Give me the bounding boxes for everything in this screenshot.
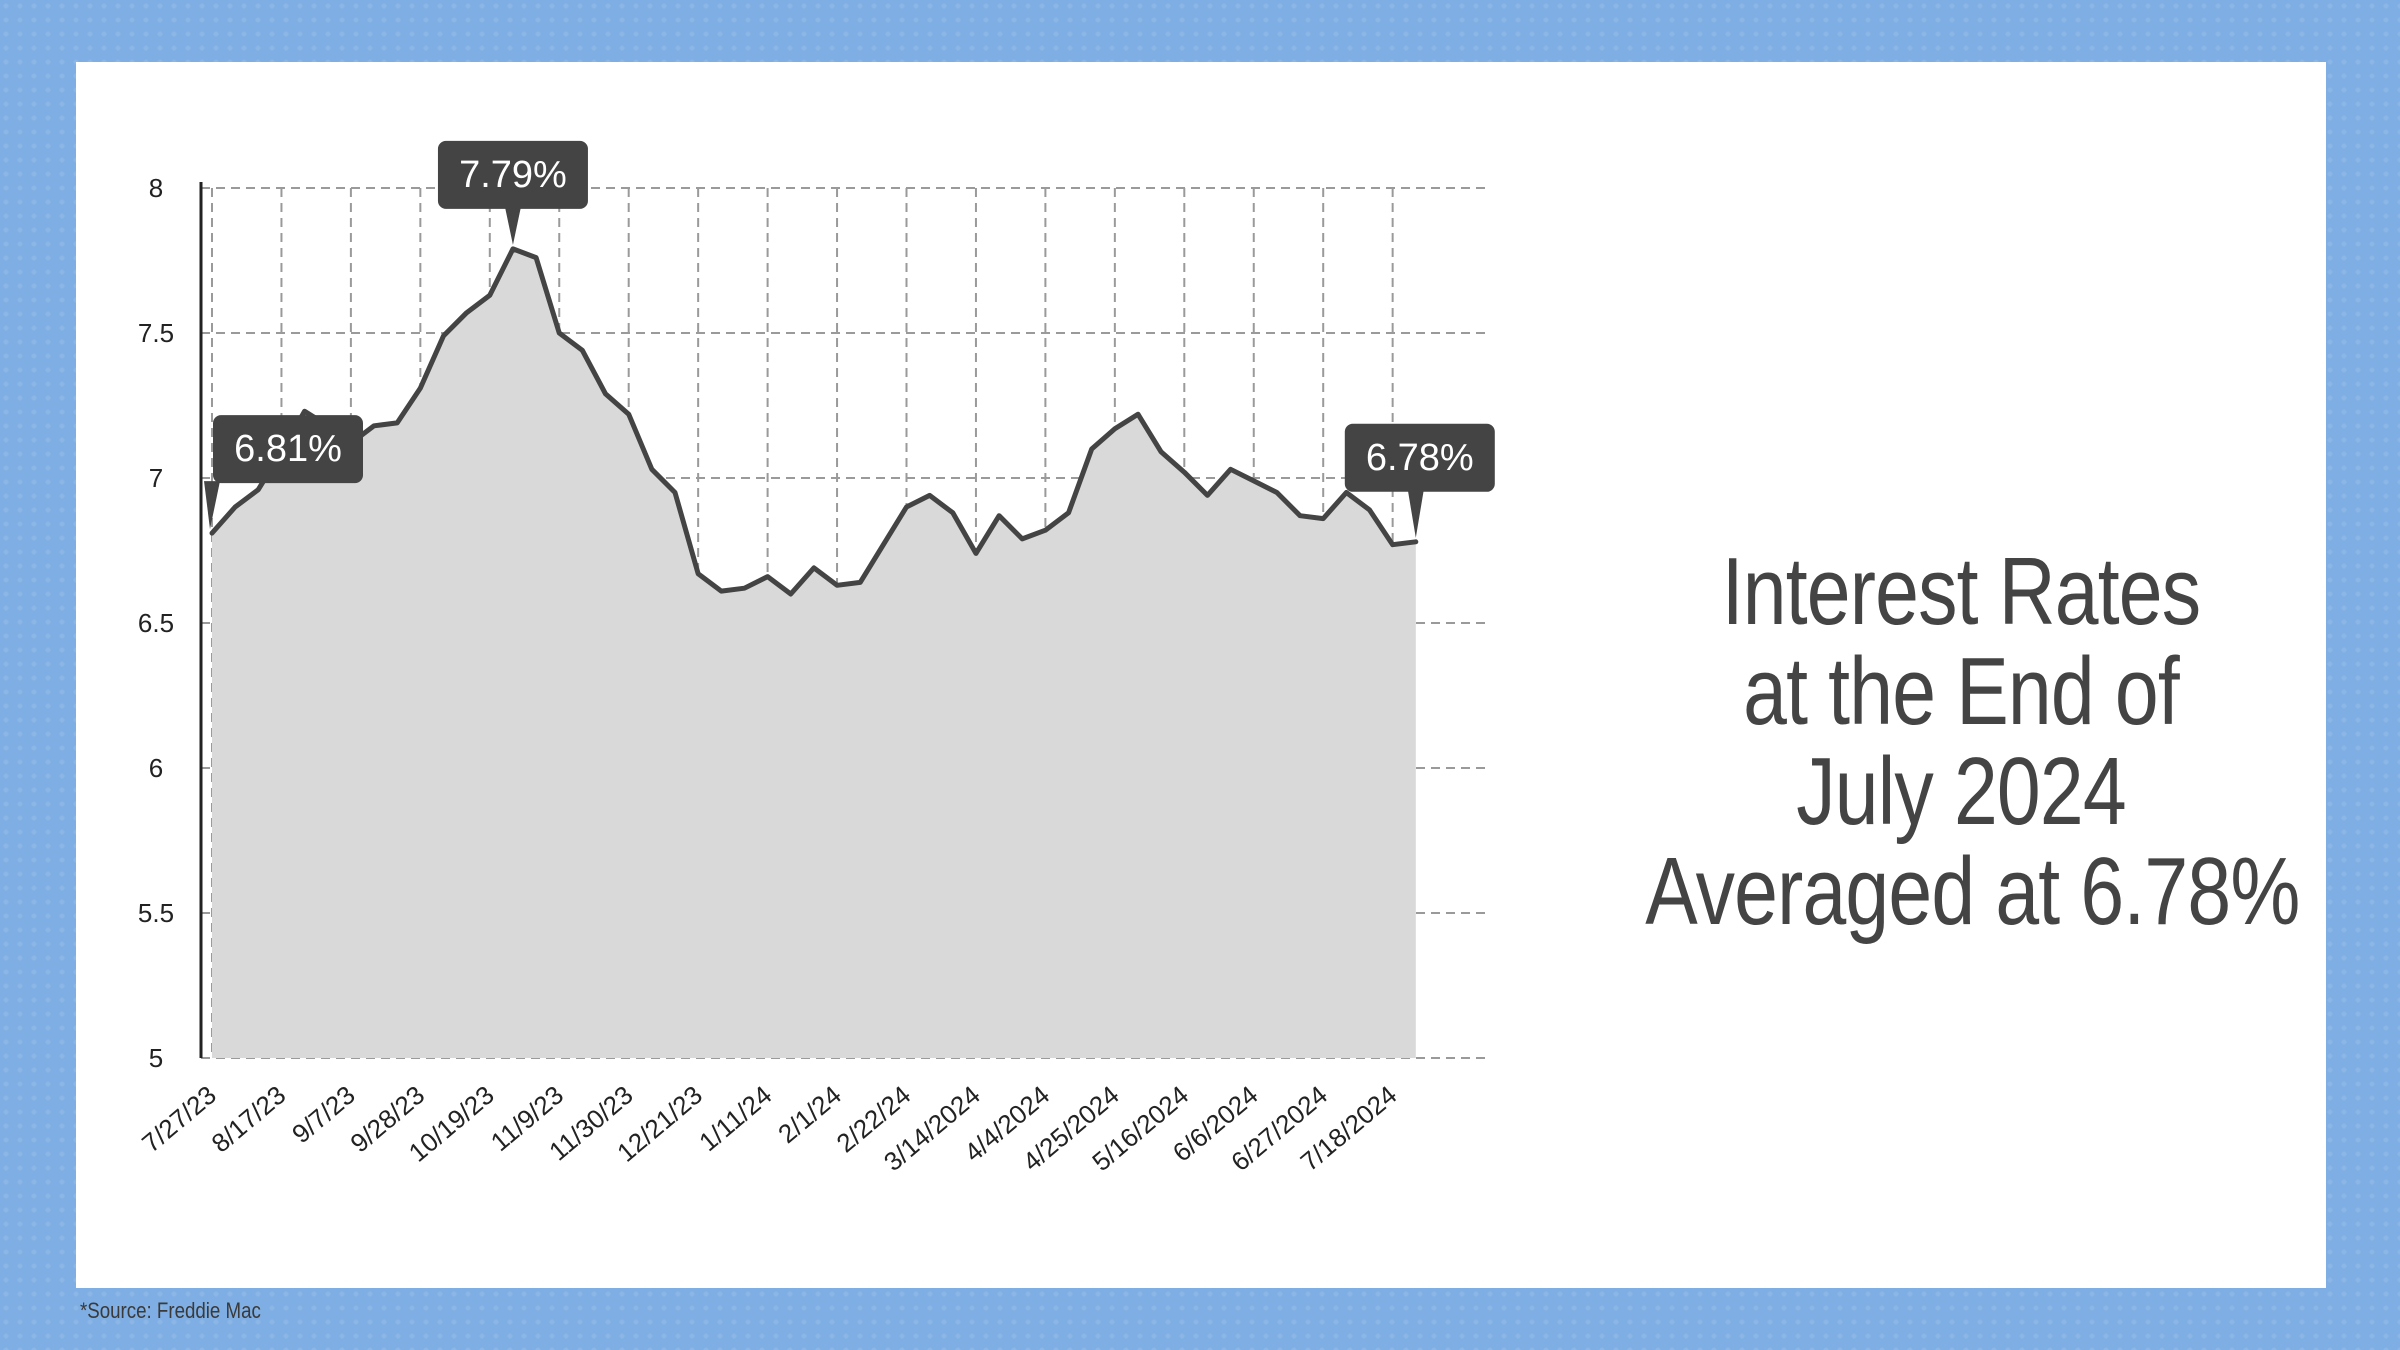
headline-line-1: Interest Rates — [1721, 538, 2201, 645]
y-tick-label: 7 — [149, 463, 163, 493]
headline-line-4: Averaged at 6.78% — [1645, 838, 2300, 945]
y-tick-label: 6.5 — [138, 608, 174, 638]
value-callout: 6.81% — [204, 415, 363, 530]
y-tick-label: 5.5 — [138, 898, 174, 928]
source-note: *Source: Freddie Mac — [80, 1298, 261, 1323]
rate-chart: 55.566.577.587/27/238/17/239/7/239/28/23… — [136, 140, 1495, 1177]
callout-label: 6.81% — [234, 428, 342, 470]
x-tick-label: 1/11/24 — [693, 1080, 777, 1158]
headline-line-3: July 2024 — [1796, 738, 2126, 845]
rate-series-line — [209, 246, 1419, 597]
chart-callouts: 6.81% 7.79% 6.78% — [204, 140, 1495, 538]
callout-pointer — [504, 206, 521, 245]
chart-area — [209, 246, 1419, 1058]
value-callout: 6.78% — [1344, 423, 1495, 538]
slide-card: 5 5.5 6 6.5 7 7.5 8 7/27/23 8/17/23 9/7/23 9/28/23… — [76, 62, 2326, 1288]
rate-area-fill — [212, 248, 1416, 1058]
y-tick-label: 5 — [149, 1043, 163, 1073]
y-tick-label: 6 — [149, 753, 163, 783]
callout-label: 6.78% — [1366, 437, 1474, 479]
callout-label: 7.79% — [459, 154, 567, 196]
y-tick-label: 7.5 — [138, 318, 174, 348]
headline-line-2: at the End of — [1743, 638, 2180, 745]
callout-box — [213, 415, 363, 484]
callout-box — [1344, 423, 1495, 492]
headline: Interest Rates at the End of July 2024 A… — [1576, 542, 2346, 942]
x-tick-label: 8/17/23 — [206, 1080, 292, 1159]
x-tick-label: 7/27/23 — [136, 1080, 222, 1159]
callout-box — [437, 140, 588, 209]
callout-pointer — [204, 481, 220, 530]
callout-pointer — [1407, 489, 1424, 538]
y-tick-label: 8 — [149, 173, 163, 203]
value-callout: 7.79% — [437, 140, 588, 245]
